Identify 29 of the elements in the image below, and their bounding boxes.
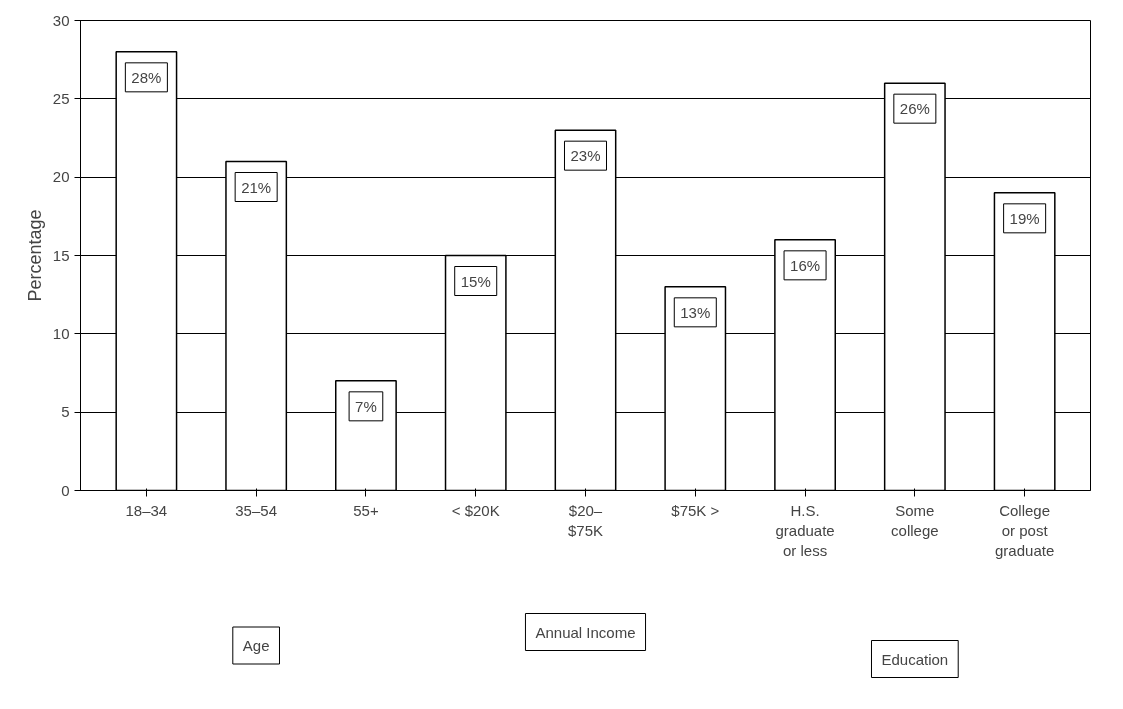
data-label: 28% bbox=[131, 68, 162, 86]
x-tick-label: Some college bbox=[891, 501, 939, 539]
y-tick-label: 30 bbox=[52, 11, 70, 29]
data-label: 19% bbox=[1009, 209, 1040, 227]
x-tick-label: < $20K bbox=[451, 501, 500, 519]
y-tick-label: 0 bbox=[61, 481, 70, 499]
y-tick-label: 20 bbox=[52, 168, 70, 186]
x-tick-label: H.S. graduate or less bbox=[775, 501, 835, 560]
x-tick-label: 18–34 bbox=[125, 501, 168, 519]
x-tick-label: $75K > bbox=[671, 501, 720, 519]
data-label: 21% bbox=[241, 178, 272, 196]
data-label: 7% bbox=[355, 397, 377, 415]
y-tick-label: 10 bbox=[52, 324, 70, 342]
data-label: 26% bbox=[899, 100, 930, 118]
x-tick-label: 55+ bbox=[353, 501, 379, 519]
data-label: 16% bbox=[790, 256, 821, 274]
data-label: 23% bbox=[570, 147, 601, 165]
y-tick-label: 5 bbox=[61, 403, 70, 421]
x-tick-label: $20– $75K bbox=[567, 501, 604, 539]
data-label: 15% bbox=[460, 272, 491, 290]
data-label: 13% bbox=[680, 303, 711, 321]
text: Education bbox=[881, 650, 949, 668]
y-axis-title: Percentage bbox=[24, 209, 45, 302]
x-tick-label: 35–54 bbox=[235, 501, 278, 519]
y-tick-label: 25 bbox=[52, 89, 70, 107]
x-tick-label: College or post graduate bbox=[995, 501, 1055, 560]
text: Age bbox=[242, 637, 270, 654]
text: Annual Income bbox=[535, 623, 636, 641]
y-tick-label: 15 bbox=[52, 246, 70, 264]
